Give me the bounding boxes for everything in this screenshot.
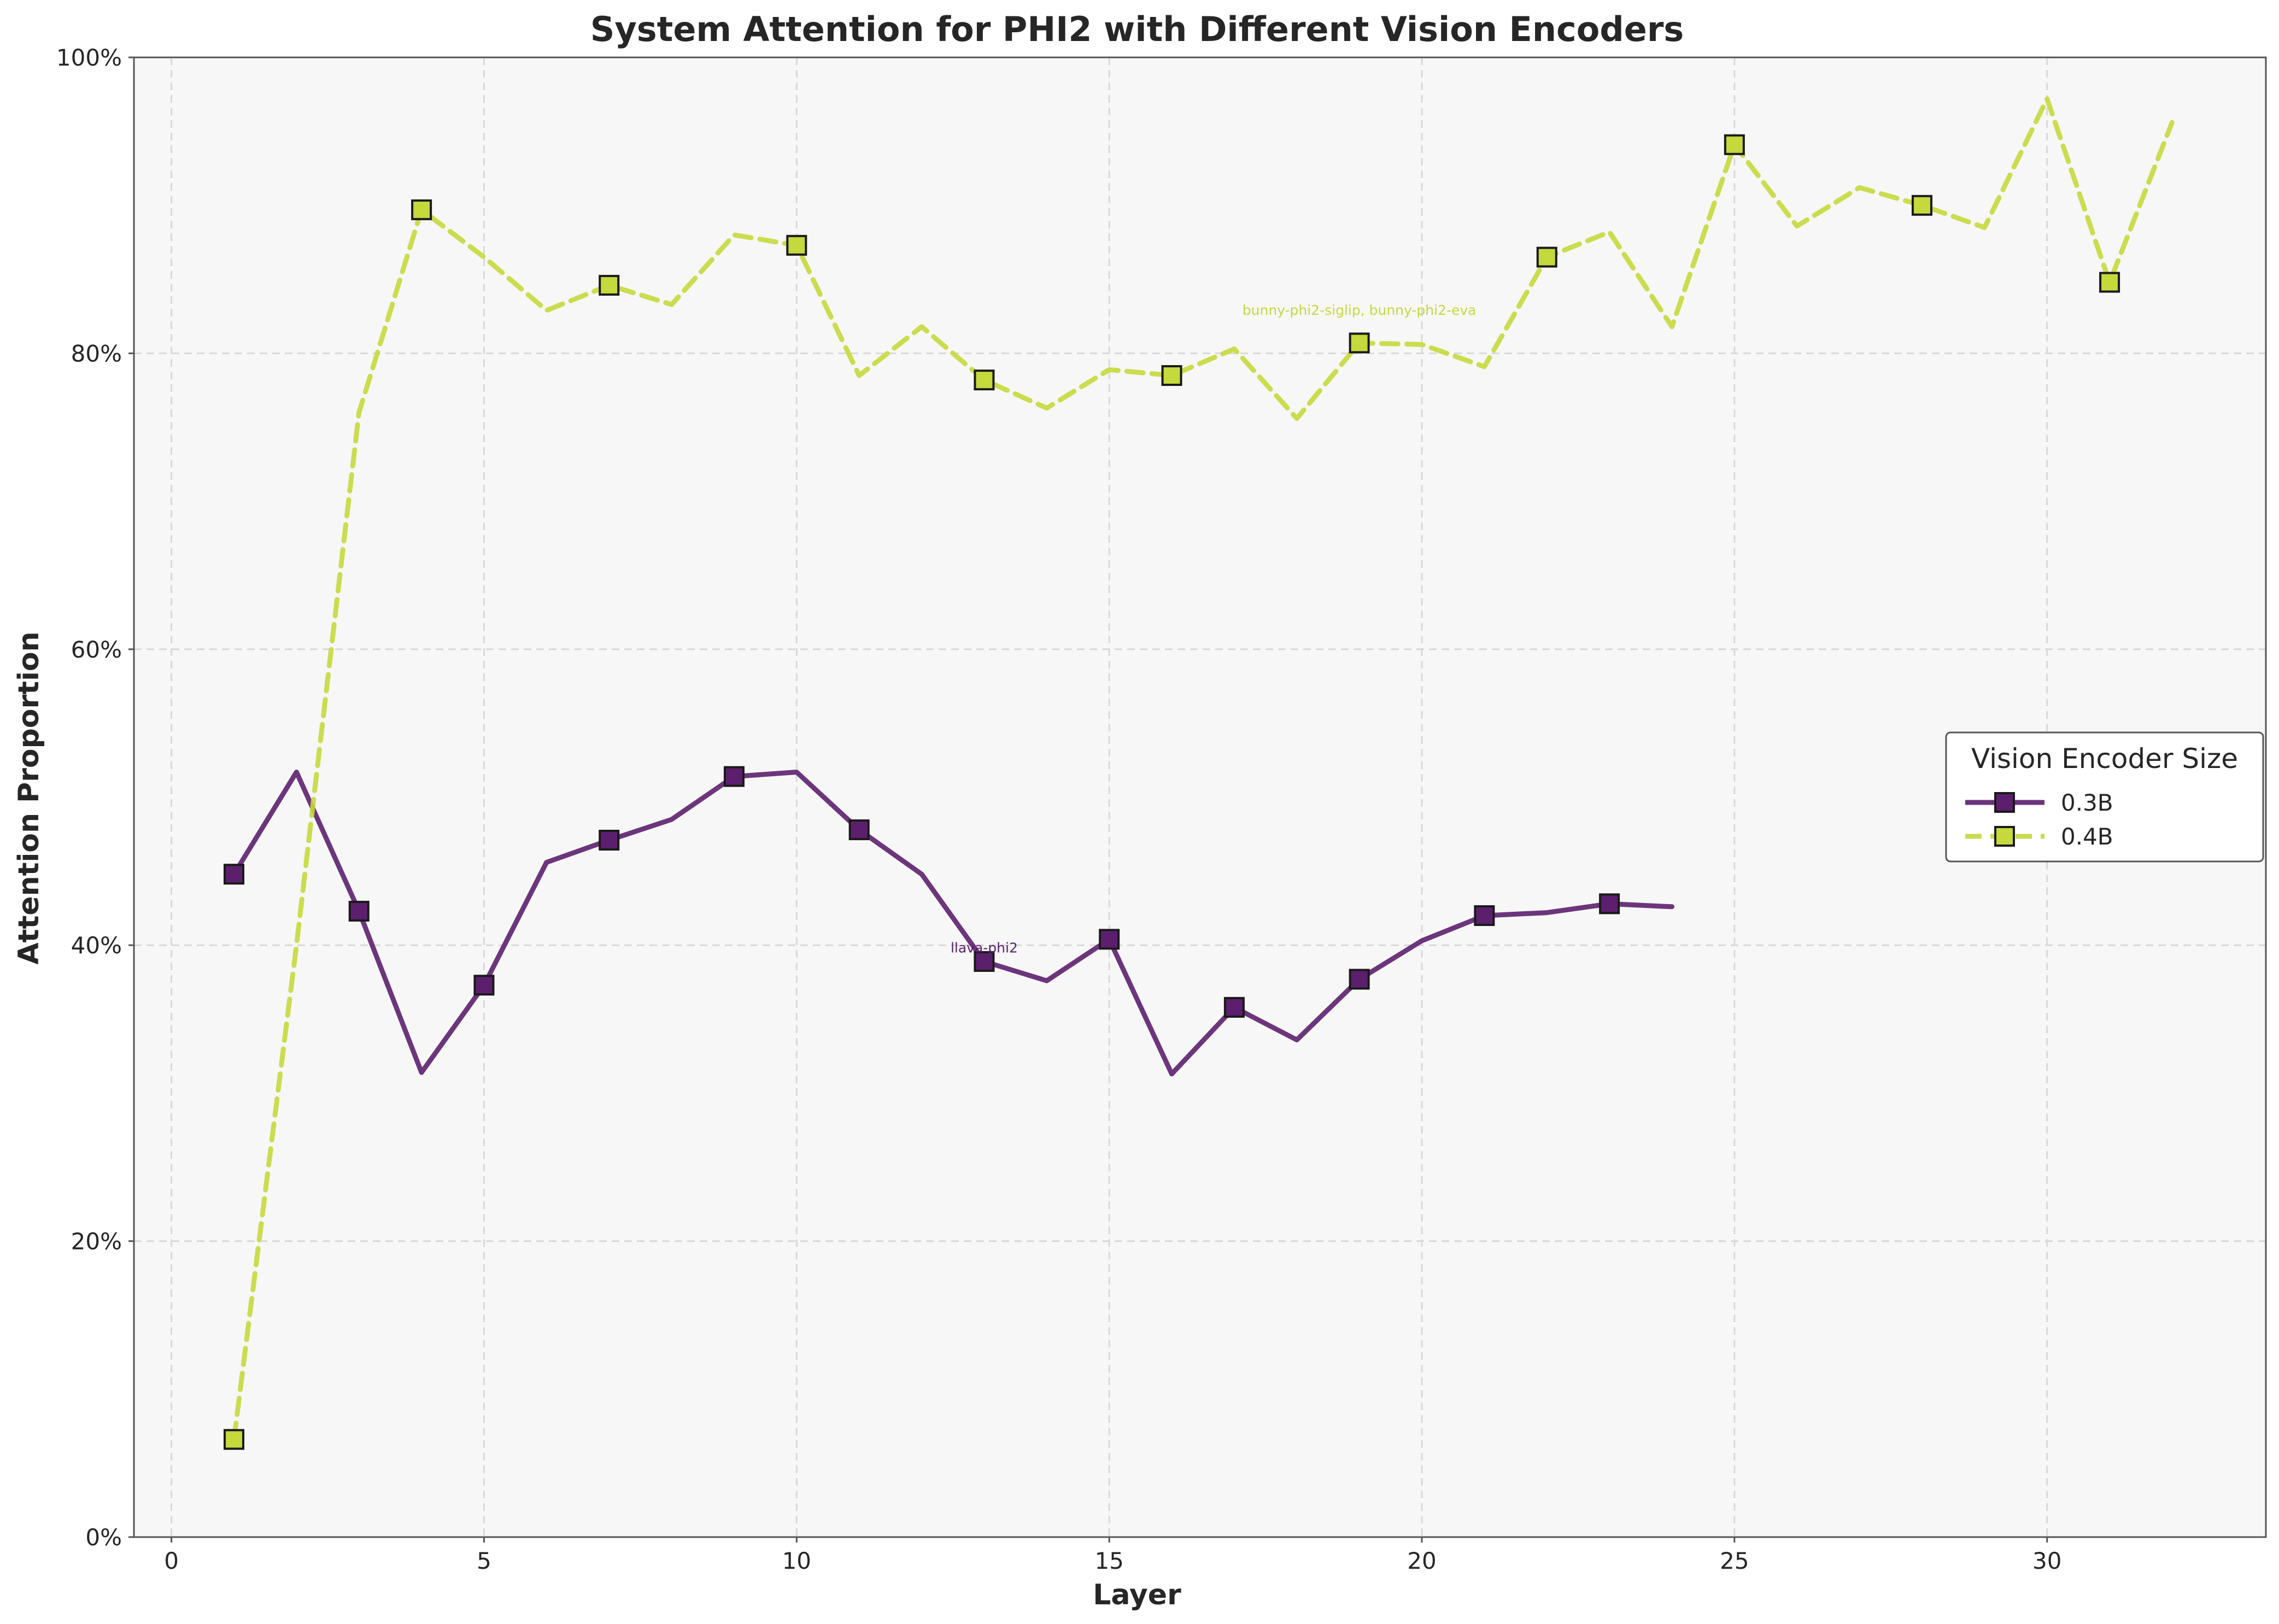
x-tick-label: 10: [782, 1547, 811, 1574]
data-point-marker: [1349, 969, 1370, 990]
y-tick-label: 80%: [71, 340, 122, 367]
y-tick-label: 20%: [71, 1228, 122, 1255]
x-axis-label: Layer: [1093, 1579, 1181, 1611]
data-point-marker: [1911, 195, 1932, 216]
y-tick-label: 60%: [71, 636, 122, 663]
legend-label: 0.4B: [2061, 823, 2113, 850]
legend-label: 0.3B: [2061, 789, 2113, 816]
x-tick-label: 20: [1407, 1547, 1436, 1574]
data-point-marker: [599, 274, 620, 296]
x-axis-ticks: 0 5 10 15 20 25 30: [164, 1537, 2061, 1574]
legend-box: [1945, 731, 2264, 863]
x-tick-label: 30: [2032, 1547, 2061, 1574]
data-point-marker: [1223, 996, 1245, 1018]
data-point-marker: [2099, 272, 2120, 293]
legend: Vision Encoder Size 0.3B 0.4B: [1945, 731, 2264, 863]
data-point-marker: [1099, 929, 1120, 950]
data-point-marker: [348, 900, 370, 922]
y-axis-label: Attention Proportion: [13, 631, 45, 964]
data-point-marker: [223, 864, 244, 885]
series-line-0.4B: [231, 96, 2175, 1442]
data-point-marker: [223, 1429, 244, 1450]
series-lines: [231, 96, 2175, 1442]
data-point-marker: [473, 975, 495, 996]
series-line-0.3B: [231, 770, 1674, 1077]
y-tick-label: 100%: [56, 44, 122, 71]
data-point-marker: [411, 199, 432, 220]
x-tick-label: 5: [477, 1547, 491, 1574]
data-point-marker: [974, 951, 995, 972]
y-axis-ticks: 0% 20% 40% 60% 80% 100%: [56, 44, 134, 1551]
series-markers: [223, 134, 2120, 1450]
plot-area: [134, 57, 2266, 1537]
legend-marker: [1994, 826, 2015, 847]
data-point-marker: [723, 766, 745, 787]
data-point-marker: [786, 234, 807, 256]
y-tick-label: 0%: [85, 1524, 122, 1551]
data-point-marker: [848, 819, 870, 841]
annotations: llava-phi2 bunny-phi2-siglip, bunny-phi2-…: [951, 302, 1477, 956]
plot-frame: [133, 56, 2267, 1538]
point-annotation: llava-phi2: [951, 940, 1018, 956]
data-point-marker: [1161, 365, 1182, 386]
data-point-marker: [1599, 893, 1620, 914]
y-tick-label: 40%: [71, 932, 122, 959]
chart-title: System Attention for PHI2 with Different…: [590, 9, 1684, 49]
data-point-marker: [1724, 134, 1745, 155]
data-point-marker: [1474, 905, 1495, 927]
data-point-marker: [1536, 247, 1557, 268]
point-annotation: bunny-phi2-siglip, bunny-phi2-eva: [1243, 302, 1477, 318]
data-point-marker: [599, 830, 620, 851]
data-point-marker: [1349, 332, 1370, 354]
legend-marker: [1994, 792, 2015, 813]
x-tick-label: 0: [164, 1547, 179, 1574]
legend-title: Vision Encoder Size: [1971, 743, 2238, 775]
x-tick-label: 25: [1720, 1547, 1749, 1574]
x-tick-label: 15: [1094, 1547, 1123, 1574]
data-point-marker: [974, 370, 995, 391]
